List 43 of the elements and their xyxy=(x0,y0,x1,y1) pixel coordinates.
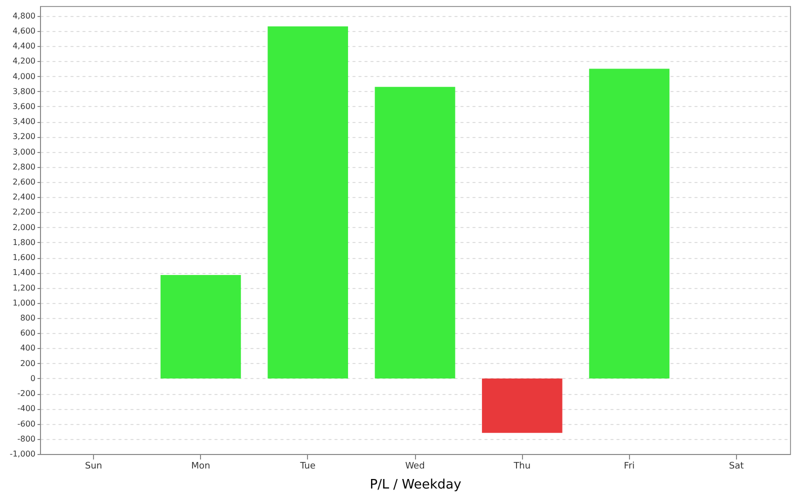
y-tick-label: 3,200 xyxy=(12,132,36,142)
y-tick-label: 2,400 xyxy=(12,192,36,202)
x-tick-label: Sun xyxy=(85,462,102,472)
x-tick-label: Wed xyxy=(405,462,425,472)
y-tick-label: 4,200 xyxy=(12,56,36,66)
bar xyxy=(374,86,456,378)
y-tick-label: 3,600 xyxy=(12,102,36,111)
y-tick-label: -800 xyxy=(17,434,36,444)
y-tick-label: -400 xyxy=(17,404,36,414)
y-tick-label: 4,600 xyxy=(12,26,36,36)
x-tick-label: Fri xyxy=(624,462,635,472)
x-tick-label: Sat xyxy=(729,462,744,472)
y-tick-label: 4,400 xyxy=(12,42,36,51)
y-tick-label: 3,000 xyxy=(12,147,36,156)
y-tick-label: 400 xyxy=(20,344,36,353)
y-tick-label: 3,400 xyxy=(12,117,36,126)
y-tick-label: 2,000 xyxy=(12,222,36,232)
y-tick-label: 2,200 xyxy=(12,208,36,217)
y-tick-label: 1,600 xyxy=(12,253,36,262)
y-tick-label: 200 xyxy=(20,358,36,368)
y-tick-label: 4,800 xyxy=(12,11,36,20)
x-tick-label: Mon xyxy=(191,462,210,472)
y-tick-label: -1,000 xyxy=(10,450,36,458)
y-tick-label: 3,800 xyxy=(12,86,36,96)
y-tick-label: 2,800 xyxy=(12,162,36,172)
bar xyxy=(589,68,670,378)
y-tick-label: 800 xyxy=(20,314,36,323)
y-tick-label: 1,800 xyxy=(12,238,36,247)
y-tick-label: -600 xyxy=(17,419,36,428)
bar xyxy=(268,26,348,378)
y-tick-label: 600 xyxy=(20,328,36,338)
x-tick-label: Thu xyxy=(512,462,531,472)
y-tick-label: 1,400 xyxy=(12,268,36,278)
y-tick-label: 0 xyxy=(30,374,36,383)
x-axis-title: P/L / Weekday xyxy=(370,478,462,492)
bar xyxy=(482,378,562,433)
y-tick-label: 1,000 xyxy=(12,298,36,308)
y-tick-label: 4,000 xyxy=(12,72,36,81)
bar xyxy=(160,274,241,378)
y-tick-label: 1,200 xyxy=(12,283,36,292)
x-tick-label: Tue xyxy=(299,462,316,472)
y-tick-label: -200 xyxy=(17,389,36,398)
y-tick-label: 2,600 xyxy=(12,178,36,187)
